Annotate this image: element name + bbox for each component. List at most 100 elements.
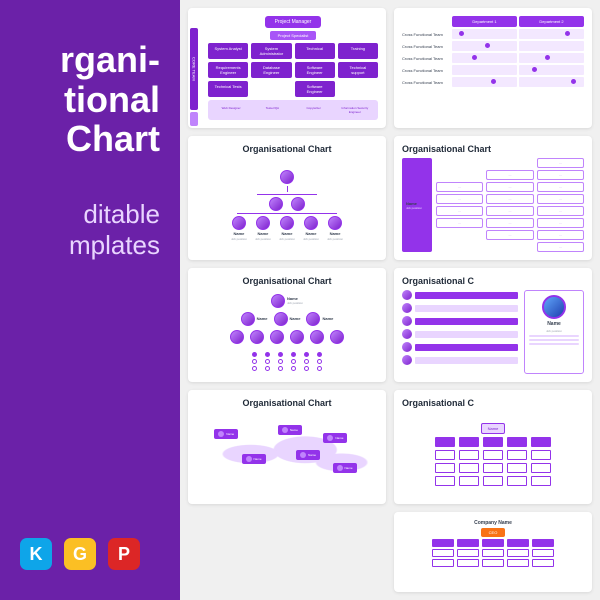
t4-item: ··· bbox=[537, 170, 584, 180]
t1-fbox: Information Security Engineer bbox=[336, 104, 374, 116]
t1-fbox: Tester/QA bbox=[253, 104, 291, 116]
t3-person bbox=[291, 197, 305, 211]
t1-box: Software Engineer bbox=[295, 62, 335, 78]
t1-fbox: Copywriter bbox=[295, 104, 333, 116]
t1-box: Requirements Engineer bbox=[208, 62, 248, 78]
world-map: Name Name Name Name Name Name bbox=[196, 412, 378, 496]
t1-fbox: Web Designer bbox=[212, 104, 250, 116]
t6-item bbox=[402, 290, 518, 300]
t4-item: ··· bbox=[486, 194, 533, 204]
template-4-bracket[interactable]: Organisational Chart NameJob position ··… bbox=[394, 136, 592, 260]
card-title: Organisational C bbox=[402, 276, 584, 286]
template-2-crossfunctional[interactable]: Department 1 Department 2 Cross Function… bbox=[394, 8, 592, 128]
avatar-icon bbox=[306, 312, 320, 326]
template-9-company[interactable]: Company Name CEO bbox=[394, 512, 592, 592]
card-title: Organisational Chart bbox=[402, 144, 584, 154]
t4-item: ··· bbox=[436, 194, 483, 204]
avatar-icon bbox=[256, 216, 270, 230]
t4-item: ··· bbox=[537, 194, 584, 204]
t1-box: Technical bbox=[295, 43, 335, 59]
map-pin: Name bbox=[296, 450, 320, 460]
avatar-icon bbox=[274, 312, 288, 326]
t1-box: Database Engineer bbox=[251, 62, 291, 78]
t2-dept: Department 1 bbox=[452, 16, 517, 27]
t6-item bbox=[402, 342, 518, 352]
t1-box: System Administrator bbox=[251, 43, 291, 59]
headline-line-1: rgani- bbox=[0, 40, 160, 80]
t4-item: ··· bbox=[486, 170, 533, 180]
sidebar-panel: rgani- tional Chart ditable mplates K G … bbox=[0, 0, 180, 600]
t2-header: Department 1 Department 2 bbox=[452, 16, 584, 27]
template-7-worldmap[interactable]: Organisational Chart Name Name Name Name… bbox=[188, 390, 386, 504]
headline-line-2: tional bbox=[0, 80, 160, 120]
t3-person bbox=[280, 170, 294, 184]
t4-item: ··· bbox=[486, 230, 533, 240]
t5-person bbox=[250, 330, 264, 344]
avatar-icon bbox=[328, 216, 342, 230]
t9-company: Company Name bbox=[474, 520, 512, 526]
t2-dept: Department 2 bbox=[519, 16, 584, 27]
t1-box: Technical Tests bbox=[208, 81, 248, 97]
avatar-icon bbox=[241, 312, 255, 326]
t5-person: Name bbox=[274, 312, 301, 326]
t6-item bbox=[402, 355, 518, 365]
card-title: Organisational C bbox=[402, 398, 584, 408]
template-8-boxtree[interactable]: Organisational C Name bbox=[394, 390, 592, 504]
t4-item: ··· bbox=[436, 182, 483, 192]
avatar-icon bbox=[542, 295, 566, 319]
template-6-profile[interactable]: Organisational C Name Job position bbox=[394, 268, 592, 382]
t4-item: ··· bbox=[537, 206, 584, 216]
t2-label: Cross Functional Team bbox=[402, 56, 450, 61]
t5-person: Name bbox=[241, 312, 268, 326]
sub-line-2: mplates bbox=[0, 230, 160, 261]
map-pin: Name bbox=[242, 454, 266, 464]
avatar-icon bbox=[402, 342, 412, 352]
t8-root: Name bbox=[481, 423, 506, 434]
t1-box: Technical support bbox=[338, 62, 378, 78]
t1-box: Training bbox=[338, 43, 378, 59]
card-title: Organisational Chart bbox=[196, 276, 378, 286]
template-5-peoplerows[interactable]: Organisational Chart NameJob position Na… bbox=[188, 268, 386, 382]
app-icons: K G P bbox=[0, 538, 180, 600]
headline-line-3: Chart bbox=[0, 119, 160, 159]
avatar-icon bbox=[402, 316, 412, 326]
avatar-icon bbox=[250, 330, 264, 344]
t5-person bbox=[290, 330, 304, 344]
keynote-icon: K bbox=[20, 538, 52, 570]
template-1-hierarchy[interactable]: CORE TEAM Project Manager Project Specia… bbox=[188, 8, 386, 128]
t4-item: ··· bbox=[436, 218, 483, 228]
t3-person: NameJob position bbox=[231, 216, 247, 241]
t5-person: NameJob position bbox=[271, 294, 303, 308]
t1-box: Software Engineer bbox=[295, 81, 335, 97]
t4-item: ··· bbox=[537, 218, 584, 228]
template-grid: CORE TEAM Project Manager Project Specia… bbox=[180, 0, 600, 600]
map-pin: Name bbox=[333, 463, 357, 473]
avatar-icon bbox=[291, 197, 305, 211]
avatar-icon bbox=[290, 330, 304, 344]
t6-item bbox=[402, 329, 518, 339]
t4-root: NameJob position bbox=[402, 158, 432, 252]
t4-item: ··· bbox=[537, 182, 584, 192]
avatar-icon bbox=[230, 330, 244, 344]
t5-person bbox=[310, 330, 324, 344]
t5-person: Name bbox=[306, 312, 333, 326]
t3-person: NameJob position bbox=[327, 216, 343, 241]
template-3-avatartree[interactable]: Organisational Chart NameJob position Na… bbox=[188, 136, 386, 260]
avatar-icon bbox=[280, 216, 294, 230]
card-title: Organisational Chart bbox=[196, 144, 378, 154]
t1-footer: Web Designer Tester/QA Copywriter Inform… bbox=[208, 100, 378, 120]
t5-person bbox=[270, 330, 284, 344]
avatar-icon bbox=[402, 329, 412, 339]
avatar-icon bbox=[232, 216, 246, 230]
t1-sub: Project Specialist bbox=[270, 31, 317, 40]
map-pin: Name bbox=[214, 429, 238, 439]
t6-item bbox=[402, 303, 518, 313]
t6-profile-card: Name Job position bbox=[524, 290, 584, 374]
t4-item: ··· bbox=[537, 158, 584, 168]
t2-label: Cross Functional Team bbox=[402, 32, 450, 37]
t3-person: NameJob position bbox=[303, 216, 319, 241]
t5-person bbox=[330, 330, 344, 344]
avatar-icon bbox=[270, 330, 284, 344]
t6-item bbox=[402, 316, 518, 326]
powerpoint-icon: P bbox=[108, 538, 140, 570]
